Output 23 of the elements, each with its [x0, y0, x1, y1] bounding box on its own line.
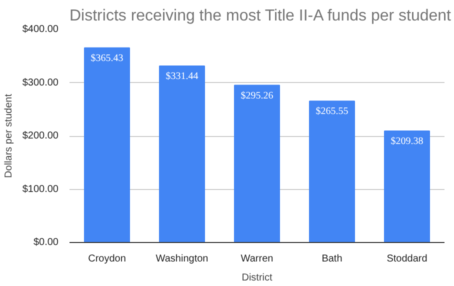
y-tick-label: $0.00 — [33, 237, 59, 248]
y-tick-label: $100.00 — [22, 184, 59, 195]
x-tick-label: Washington — [156, 254, 208, 264]
y-tick-label: $200.00 — [22, 130, 59, 142]
y-tick-label: $400.00 — [22, 24, 59, 35]
x-tick-label: Stoddard — [386, 254, 428, 264]
data-label: $331.44 — [166, 71, 198, 82]
data-label: $365.43 — [90, 52, 124, 64]
x-tick-label: Croydon — [88, 254, 126, 264]
bar — [234, 84, 280, 242]
data-label: $209.38 — [390, 136, 424, 148]
x-axis-title: District — [242, 272, 272, 284]
bar — [384, 130, 430, 242]
x-tick-label: Warren — [240, 254, 274, 264]
data-label: $265.55 — [316, 106, 348, 118]
y-axis-title: Dollars per student — [3, 94, 14, 178]
bar — [309, 100, 355, 242]
bar — [159, 66, 205, 242]
y-tick-label: $300.00 — [22, 77, 59, 88]
x-tick-label: Bath — [322, 254, 342, 264]
data-label: $295.26 — [240, 90, 274, 102]
chart-title: Districts receiving the most Title II-A funds per student — [70, 8, 452, 24]
bar — [84, 47, 130, 242]
